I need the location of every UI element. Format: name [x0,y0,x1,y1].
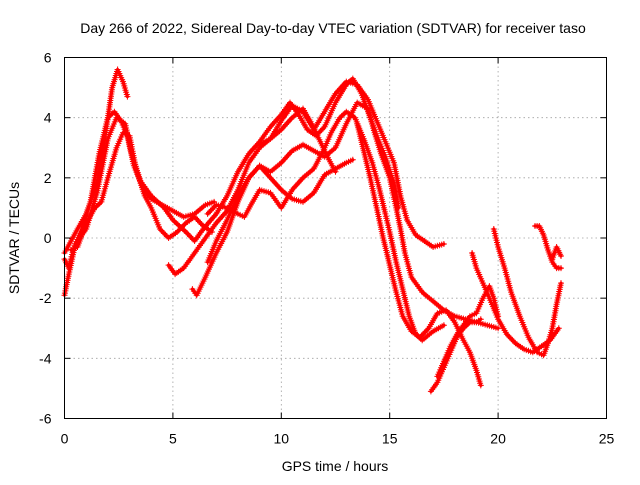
x-tick-label: 0 [61,431,69,447]
series-markers [61,66,131,256]
series-line [206,101,500,330]
y-tick-label: -6 [39,411,52,427]
x-tick-label: 5 [169,431,177,447]
series-track-1 [61,66,131,256]
y-tick-labels: -6 -4 -2 0 2 4 6 [39,50,52,427]
data-series [61,66,564,395]
series-track-7 [204,99,502,332]
plot-frame [64,57,607,419]
x-tick-label: 10 [274,431,290,447]
series-line [355,122,483,387]
grid [64,57,607,419]
series-markers [68,129,215,253]
series-markers [61,75,402,299]
series-track-10 [354,120,484,389]
x-axis-label: GPS time / hours [282,458,389,474]
x-tick-label: 25 [599,431,615,447]
series-track-4 [68,129,215,253]
y-tick-label: 2 [44,170,52,186]
y-tick-label: 0 [44,230,52,246]
x-tick-label: 15 [382,431,398,447]
series-markers [61,108,218,272]
series-track-9 [256,78,447,250]
series-track-2 [61,108,218,272]
y-tick-label: 4 [44,110,52,126]
y-tick-label: 6 [44,50,52,66]
y-axis-label: SDTVAR / TECUs [6,182,22,294]
series-track-14 [490,226,564,359]
y-tick-label: -4 [39,350,52,366]
series-markers [354,120,484,389]
series-track-8 [204,108,447,344]
x-tick-label: 20 [490,431,506,447]
series-markers [204,99,502,332]
series-markers [490,226,564,359]
series-line [62,67,129,255]
y-tick-label: -2 [39,290,52,306]
series-track-3 [61,75,402,299]
series-line [62,110,216,270]
series-markers [549,244,564,263]
x-tick-labels: 0 5 10 15 20 25 [61,431,615,447]
series-line [190,158,355,297]
chart-title: Day 266 of 2022, Sidereal Day-to-day VTE… [80,20,586,36]
series-markers [434,283,502,380]
series-markers [204,108,447,344]
series-track-12 [434,283,502,380]
series-track-16 [549,244,564,263]
series-markers [256,78,447,250]
